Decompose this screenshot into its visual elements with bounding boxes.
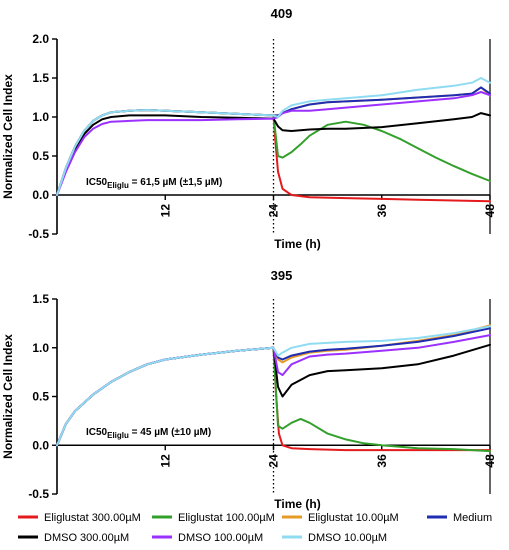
chart-panel-395: 395 -0.5 0.0 0.5 1.0 1.5 12 24 36 48 Time (h) Norma… (1, 268, 497, 511)
ic50-annotation: IC50Eliglu = 45 µM (±10 µM) (86, 427, 211, 440)
x-tick-label: 12 (158, 204, 172, 218)
y-axis-label: Normalized Cell Index (1, 74, 15, 199)
x-tick-label: 12 (158, 454, 172, 468)
x-axis-label: Time (h) (274, 237, 320, 251)
legend-label: Eliglustat 300.00µM (44, 512, 141, 524)
series-line (56, 334, 491, 447)
x-tick-label: 36 (375, 204, 389, 218)
x-tick-label: 48 (483, 454, 497, 468)
chart-title: 395 (271, 268, 293, 283)
legend: Eliglustat 300.00µM Eliglustat 100.00µM El… (18, 512, 492, 544)
y-tick-label: 2.0 (32, 32, 49, 46)
y-tick-label: 1.5 (32, 71, 49, 85)
x-axis-label: Time (h) (274, 497, 320, 511)
y-tick-label: 1.0 (32, 110, 49, 124)
ic50-value: = 45 µM (±10 µM) (129, 427, 211, 438)
chart-panel-409: 409 -0.5 0.0 0.5 1.0 1.5 2.0 12 24 36 48 Time (h) No… (1, 6, 497, 251)
legend-label: DMSO 10.00µM (308, 532, 387, 544)
y-tick-label: -0.5 (28, 487, 49, 501)
chart-title: 409 (271, 6, 293, 21)
x-tick-label: 48 (483, 204, 497, 218)
ic50-subscript: Eliglu (107, 181, 129, 190)
x-tick-label: 36 (375, 454, 389, 468)
ic50-annotation: IC50Eliglu = 61,5 µM (±1,5 µM) (86, 177, 222, 190)
series-line (56, 325, 491, 447)
legend-label: Eliglustat 10.00µM (308, 512, 399, 524)
ic50-prefix: IC50 (86, 177, 108, 188)
legend-label: DMSO 100.00µM (178, 532, 263, 544)
y-tick-label: 1.0 (32, 341, 49, 355)
x-tick-label: 24 (267, 454, 281, 468)
legend-label: Eliglustat 100.00µM (178, 512, 275, 524)
series-line (56, 91, 491, 196)
ic50-prefix: IC50 (86, 427, 108, 438)
legend-label: DMSO 300.00µM (44, 532, 129, 544)
ic50-value: = 61,5 µM (±1,5 µM) (129, 177, 222, 188)
y-tick-label: -0.5 (28, 227, 49, 241)
y-tick-label: 0.5 (32, 390, 49, 404)
y-tick-label: 1.5 (32, 292, 49, 306)
legend-label: Medium (453, 512, 492, 524)
y-axis-label: Normalized Cell Index (1, 334, 15, 459)
ic50-subscript: Eliglu (107, 431, 129, 440)
x-tick-label: 24 (267, 204, 281, 218)
y-tick-label: 0.0 (32, 438, 49, 452)
series-line (56, 77, 491, 196)
y-tick-label: 0.0 (32, 188, 49, 202)
y-tick-label: 0.5 (32, 149, 49, 163)
